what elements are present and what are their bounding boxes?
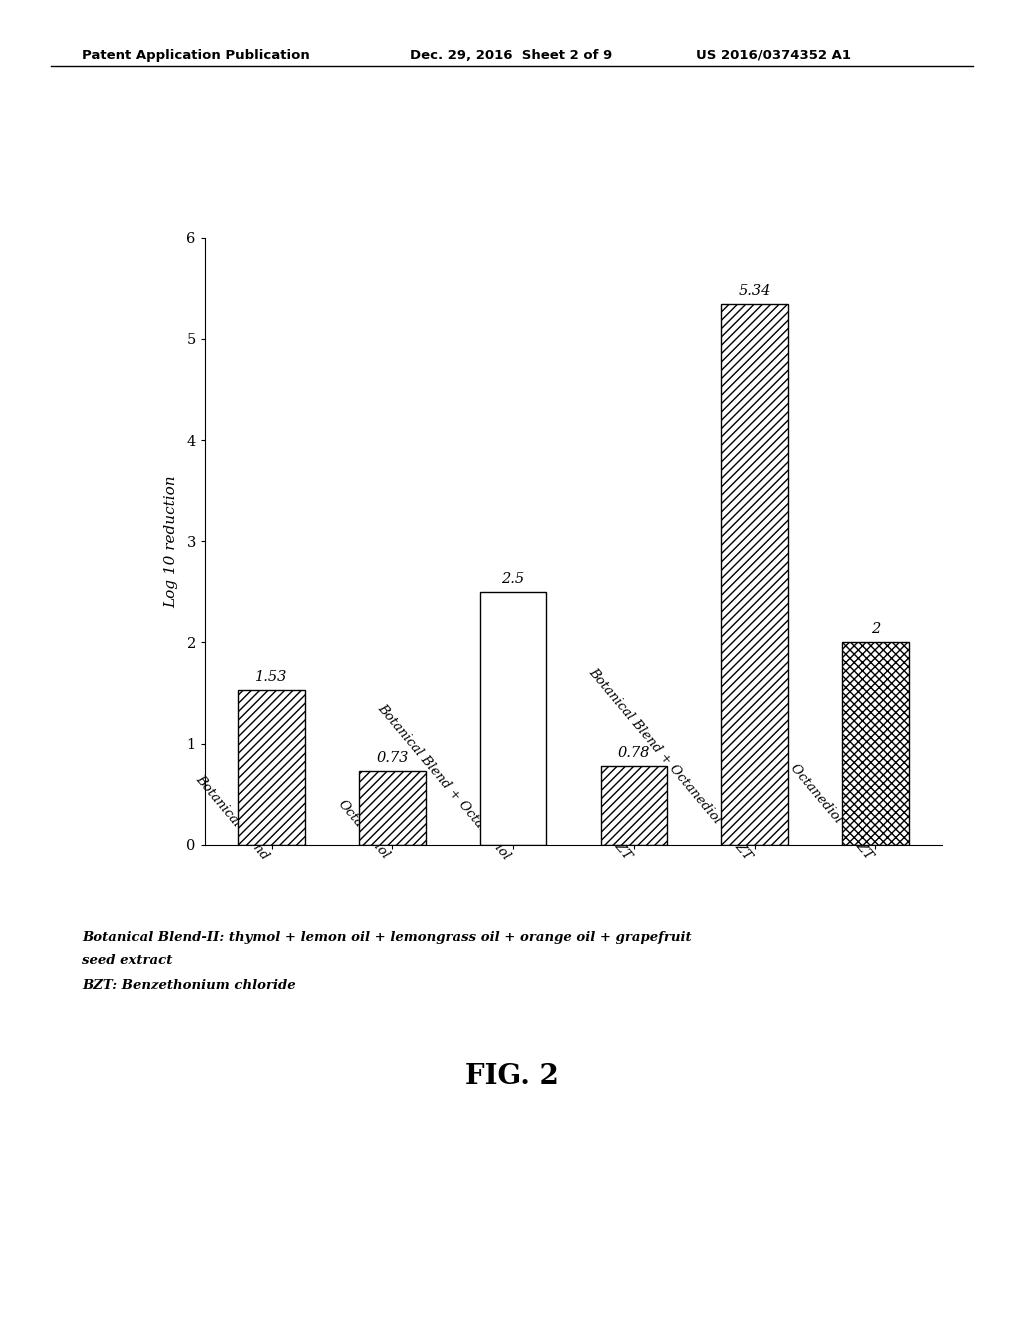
Text: 0.78: 0.78 bbox=[617, 746, 650, 760]
Bar bbox=[359, 771, 426, 845]
Text: seed extract: seed extract bbox=[82, 954, 172, 968]
Text: 1.53: 1.53 bbox=[255, 669, 288, 684]
Text: BZT: Benzethonium chloride: BZT: Benzethonium chloride bbox=[82, 979, 296, 993]
Bar bbox=[239, 690, 305, 845]
Text: 2: 2 bbox=[870, 622, 880, 636]
Bar bbox=[601, 766, 667, 845]
Text: Dec. 29, 2016  Sheet 2 of 9: Dec. 29, 2016 Sheet 2 of 9 bbox=[410, 49, 612, 62]
Text: 2.5: 2.5 bbox=[502, 572, 524, 586]
Bar bbox=[480, 591, 546, 845]
Text: 5.34: 5.34 bbox=[738, 284, 771, 298]
Text: Patent Application Publication: Patent Application Publication bbox=[82, 49, 309, 62]
Y-axis label: Log 10 reduction: Log 10 reduction bbox=[164, 475, 178, 607]
Text: 0.73: 0.73 bbox=[376, 751, 409, 764]
Text: Botanical Blend-II: thymol + lemon oil + lemongrass oil + orange oil + grapefrui: Botanical Blend-II: thymol + lemon oil +… bbox=[82, 931, 691, 944]
Text: FIG. 2: FIG. 2 bbox=[465, 1063, 559, 1089]
Text: US 2016/0374352 A1: US 2016/0374352 A1 bbox=[696, 49, 851, 62]
Bar bbox=[721, 305, 787, 845]
Bar bbox=[842, 643, 908, 845]
